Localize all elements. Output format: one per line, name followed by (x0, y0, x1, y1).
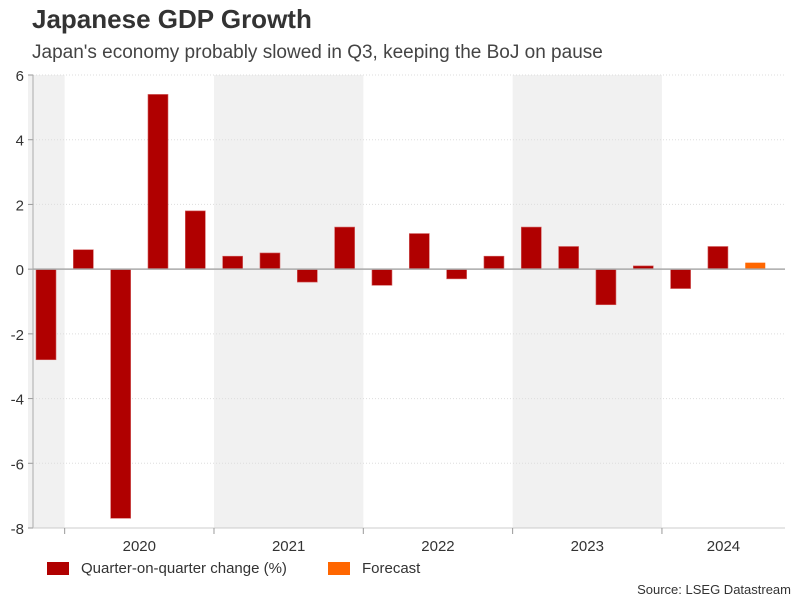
source-note: Source: LSEG Datastream (637, 582, 791, 597)
y-tick-label: 0 (16, 262, 24, 279)
bar-2019-Q4 (35, 268, 57, 361)
x-tick-label-2020: 2020 (123, 538, 156, 555)
bar-2024-Q2 (707, 246, 729, 270)
y-tick-label: -6 (11, 456, 24, 473)
y-tick-label: 6 (16, 68, 24, 85)
bar-2021-Q4 (334, 226, 355, 270)
bar-2023-Q3 (595, 268, 617, 306)
bar-2022-Q3 (446, 268, 467, 280)
bar-2021-Q1 (222, 255, 243, 270)
chart-subtitle: Japan's economy probably slowed in Q3, k… (32, 42, 603, 63)
bar-2020-Q1 (73, 249, 94, 270)
bar-2020-Q4 (185, 210, 206, 270)
bar-2021-Q3 (297, 268, 318, 283)
legend-forecast[interactable]: Forecast (328, 560, 420, 577)
bar-2022-Q2 (408, 233, 430, 270)
y-tick-label: -8 (11, 521, 24, 538)
y-tick-label: 2 (16, 197, 24, 214)
chart-title: Japanese GDP Growth (32, 4, 312, 34)
legend-swatch-actual (47, 562, 69, 575)
bar-2022-Q1 (371, 268, 393, 286)
legend-label-forecast: Forecast (362, 560, 421, 577)
shaded-band (512, 75, 662, 528)
bar-2020-Q2 (110, 268, 131, 519)
y-tick-label: -2 (11, 327, 24, 344)
x-tick-label-2022: 2022 (421, 538, 454, 555)
y-tick-label: 4 (16, 133, 24, 150)
bar-2020-Q3 (147, 94, 169, 270)
bar-2021-Q2 (259, 252, 281, 270)
legend-actual[interactable]: Quarter-on-quarter change (%) (47, 560, 287, 577)
x-tick-label-2023: 2023 (571, 538, 604, 555)
bar-2022-Q4 (483, 255, 505, 270)
bar-2024-Q3 (745, 262, 766, 270)
bar-2023-Q2 (558, 246, 579, 270)
bar-2023-Q1 (520, 226, 542, 270)
y-tick-label: -4 (11, 392, 24, 409)
bar-2024-Q1 (670, 268, 691, 289)
legend-swatch-forecast (328, 562, 350, 575)
legend-label-actual: Quarter-on-quarter change (%) (81, 560, 287, 577)
x-tick-label-2024: 2024 (707, 538, 740, 555)
shaded-band (213, 75, 364, 528)
x-tick-label-2021: 2021 (272, 538, 305, 555)
